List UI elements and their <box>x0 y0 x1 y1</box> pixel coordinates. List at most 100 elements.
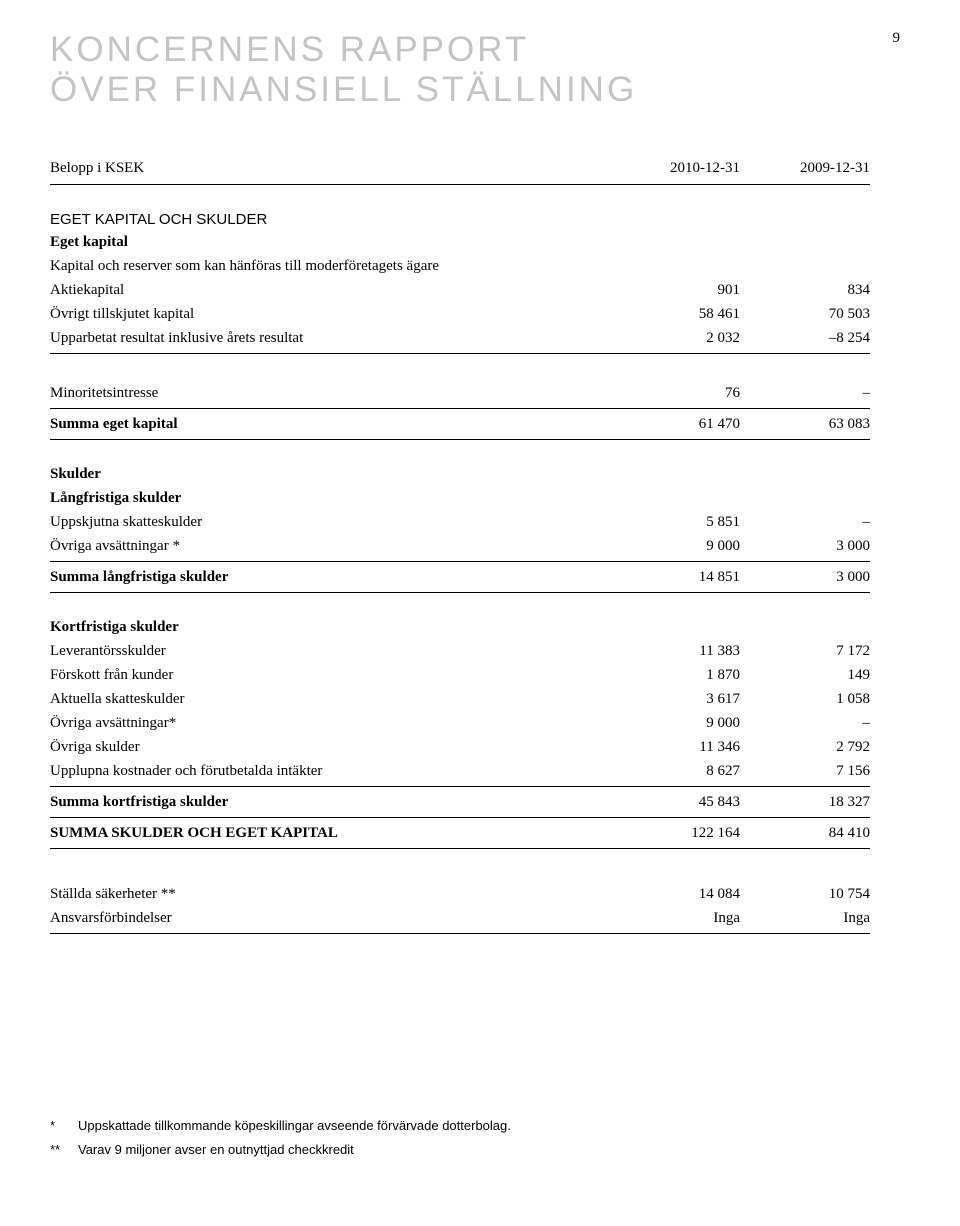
page-number: 9 <box>893 30 901 47</box>
row-value-2: 18 327 <box>740 790 870 814</box>
row-label: Förskott från kunder <box>50 663 610 687</box>
row-value-2: 2 792 <box>740 735 870 759</box>
row-label: Övriga skulder <box>50 735 610 759</box>
row-forskott-kunder: Förskott från kunder 1 870 149 <box>50 663 870 687</box>
row-value-1: 14 851 <box>610 565 740 589</box>
row-value-2: – <box>740 381 870 405</box>
row-value-2: 7 156 <box>740 759 870 783</box>
langfristiga-label: Långfristiga skulder <box>50 486 610 510</box>
footnote-star: * <box>50 1114 78 1139</box>
title-line-2: ÖVER FINANSIELL STÄLLNING <box>50 70 637 109</box>
row-label: Summa kortfristiga skulder <box>50 790 610 814</box>
row-label: Övriga avsättningar* <box>50 711 610 735</box>
row-value-1: 9 000 <box>610 534 740 558</box>
row-value-1: 3 617 <box>610 687 740 711</box>
row-ovriga-skulder: Övriga skulder 11 346 2 792 <box>50 735 870 759</box>
row-aktuella-skatteskulder: Aktuella skatteskulder 3 617 1 058 <box>50 687 870 711</box>
row-value-2: 1 058 <box>740 687 870 711</box>
row-upparbetat-resultat: Upparbetat resultat inklusive årets resu… <box>50 326 870 354</box>
row-value-1: 8 627 <box>610 759 740 783</box>
eget-kapital-subhead: Eget kapital <box>50 230 870 254</box>
header-col-2: 2009-12-31 <box>740 156 870 180</box>
row-value-2: 70 503 <box>740 302 870 326</box>
row-ansvarsforbindelser: Ansvarsförbindelser Inga Inga <box>50 906 870 934</box>
row-upplupna-kostnader: Upplupna kostnader och förutbetalda intä… <box>50 759 870 787</box>
row-value-2: – <box>740 711 870 735</box>
row-value-1: 11 383 <box>610 639 740 663</box>
row-blank <box>50 357 870 381</box>
eget-kapital-label: Eget kapital <box>50 230 610 254</box>
title-line-1: KONCERNENS RAPPORT <box>50 30 529 69</box>
row-value-1: 45 843 <box>610 790 740 814</box>
footnote-star: ** <box>50 1138 78 1163</box>
row-value-2: 10 754 <box>740 882 870 906</box>
section-heading-equity-liabilities: EGET KAPITAL OCH SKULDER <box>50 211 870 228</box>
row-value-1: 11 346 <box>610 735 740 759</box>
row-value-1: 122 164 <box>610 821 740 845</box>
kortfristiga-label: Kortfristiga skulder <box>50 615 610 639</box>
row-summa-eget-kapital: Summa eget kapital 61 470 63 083 <box>50 412 870 440</box>
row-value-1: 5 851 <box>610 510 740 534</box>
row-aktiekapital: Aktiekapital 901 834 <box>50 278 870 302</box>
row-value-1: 9 000 <box>610 711 740 735</box>
row-label: Ställda säkerheter ** <box>50 882 610 906</box>
footnote-1: * Uppskattade tillkommande köpeskillinga… <box>50 1114 870 1139</box>
footnote-2: ** Varav 9 miljoner avser en outnyttjad … <box>50 1138 870 1163</box>
footnote-text: Uppskattade tillkommande köpeskillingar … <box>78 1114 511 1139</box>
row-value-2: –8 254 <box>740 326 870 350</box>
row-label: Summa eget kapital <box>50 412 610 436</box>
row-label: Upplupna kostnader och förutbetalda intä… <box>50 759 610 783</box>
row-summa-total: SUMMA SKULDER OCH EGET KAPITAL 122 164 8… <box>50 821 870 849</box>
row-stallda-sakerheter: Ställda säkerheter ** 14 084 10 754 <box>50 882 870 906</box>
row-value-2: Inga <box>740 906 870 930</box>
row-value-1: 58 461 <box>610 302 740 326</box>
langfristiga-subhead: Långfristiga skulder <box>50 486 870 510</box>
row-value-2: 834 <box>740 278 870 302</box>
row-label: Upparbetat resultat inklusive årets resu… <box>50 326 610 350</box>
row-label: Ansvarsförbindelser <box>50 906 610 930</box>
row-value-2: 7 172 <box>740 639 870 663</box>
row-value-2: 84 410 <box>740 821 870 845</box>
row-minoritetsintresse: Minoritetsintresse 76 – <box>50 381 870 409</box>
row-value-2: 149 <box>740 663 870 687</box>
row-value-2: – <box>740 510 870 534</box>
row-label: Övriga avsättningar * <box>50 534 610 558</box>
row-value-1: 14 084 <box>610 882 740 906</box>
header-label: Belopp i KSEK <box>50 156 610 180</box>
page: 9 KONCERNENS RAPPORT ÖVER FINANSIELL STÄ… <box>0 0 960 1213</box>
footnote-text: Varav 9 miljoner avser en outnyttjad che… <box>78 1138 354 1163</box>
row-value-1: 1 870 <box>610 663 740 687</box>
row-label: Leverantörsskulder <box>50 639 610 663</box>
skulder-label: Skulder <box>50 462 610 486</box>
row-label: Minoritetsintresse <box>50 381 610 405</box>
row-value-2: 3 000 <box>740 534 870 558</box>
row-label: Övrigt tillskjutet kapital <box>50 302 610 326</box>
row-summa-kortfristiga: Summa kortfristiga skulder 45 843 18 327 <box>50 790 870 818</box>
row-label: Aktuella skatteskulder <box>50 687 610 711</box>
column-header-row: Belopp i KSEK 2010-12-31 2009-12-31 <box>50 156 870 185</box>
row-value-1: 2 032 <box>610 326 740 350</box>
row-label: Uppskjutna skatteskulder <box>50 510 610 534</box>
header-col-1: 2010-12-31 <box>610 156 740 180</box>
row-label: SUMMA SKULDER OCH EGET KAPITAL <box>50 821 610 845</box>
row-value-1: 76 <box>610 381 740 405</box>
row-ovriga-avsattningar-2: Övriga avsättningar* 9 000 – <box>50 711 870 735</box>
row-label: Kapital och reserver som kan hänföras ti… <box>50 254 610 278</box>
footnotes: * Uppskattade tillkommande köpeskillinga… <box>50 1114 870 1163</box>
row-ovriga-avsattningar: Övriga avsättningar * 9 000 3 000 <box>50 534 870 562</box>
row-value-1: Inga <box>610 906 740 930</box>
row-tillskjutet-kapital: Övrigt tillskjutet kapital 58 461 70 503 <box>50 302 870 326</box>
kortfristiga-subhead: Kortfristiga skulder <box>50 615 870 639</box>
row-leverantorsskulder: Leverantörsskulder 11 383 7 172 <box>50 639 870 663</box>
skulder-subhead: Skulder <box>50 462 870 486</box>
row-summa-langfristiga: Summa långfristiga skulder 14 851 3 000 <box>50 565 870 593</box>
row-reserves-note: Kapital och reserver som kan hänföras ti… <box>50 254 870 278</box>
row-uppskjutna-skatteskulder: Uppskjutna skatteskulder 5 851 – <box>50 510 870 534</box>
page-title: KONCERNENS RAPPORT ÖVER FINANSIELL STÄLL… <box>50 30 870 111</box>
row-value-2: 3 000 <box>740 565 870 589</box>
row-value-1: 61 470 <box>610 412 740 436</box>
row-label: Summa långfristiga skulder <box>50 565 610 589</box>
row-value-2: 63 083 <box>740 412 870 436</box>
row-label: Aktiekapital <box>50 278 610 302</box>
row-value-1: 901 <box>610 278 740 302</box>
